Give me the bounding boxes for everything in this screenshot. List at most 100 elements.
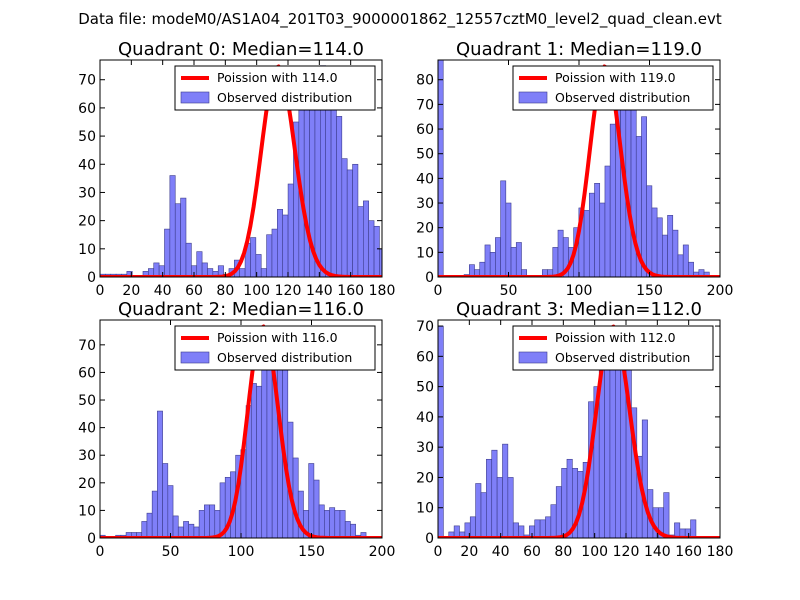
quadrant-1-panel: 0 50 100 150 200 0 10 20 30 40 50 60 70 80 Quadrant 1:…: [416, 39, 733, 299]
quadrant-3-ytick-label: 20: [416, 470, 434, 486]
quadrant-0-xtick-label: 20: [122, 283, 140, 299]
quadrant-1-bar: [672, 229, 679, 277]
quadrant-0-bar: [260, 268, 267, 277]
quadrant-3-ytick-label: 10: [416, 501, 434, 517]
quadrant-3-xtick-label: 160: [675, 544, 702, 560]
quadrant-2-xtick-label: 150: [298, 544, 325, 560]
quadrant-2-bar: [292, 457, 299, 538]
quadrant-1-bar: [599, 202, 606, 277]
quadrant-3-bar: [641, 419, 648, 538]
quadrant-0-bar: [282, 214, 289, 277]
quadrant-1-ytick-label: 0: [425, 270, 434, 286]
quadrant-3-bar: [550, 504, 557, 538]
quadrant-2-bar: [151, 490, 158, 538]
quadrant-2-title: Quadrant 2: Median=116.0: [118, 299, 364, 320]
quadrant-1-ytick-label: 80: [416, 73, 434, 89]
quadrant-2-bar: [141, 521, 148, 538]
quadrant-1-legend-bar-swatch: [518, 91, 548, 104]
quadrant-2-bar: [313, 479, 320, 538]
quadrant-0-xtick-label: 60: [185, 283, 203, 299]
quadrant-0-xtick-label: 160: [337, 283, 364, 299]
quadrant-0-xtick-label: 100: [243, 283, 270, 299]
quadrant-0-bar: [277, 209, 284, 277]
quadrant-1-ytick-label: 10: [416, 245, 434, 261]
quadrant-2-bar: [256, 385, 263, 538]
quadrant-2-bar: [204, 504, 210, 538]
quadrant-3-bar: [545, 516, 552, 538]
quadrant-0-title: Quadrant 0: Median=114.0: [118, 39, 364, 60]
quadrant-1-bar: [609, 123, 616, 277]
quadrant-0-bar: [126, 271, 133, 277]
quadrant-0-xtick-label: 180: [369, 283, 396, 299]
quadrant-2-bar: [146, 512, 153, 538]
quadrant-1-bar: [604, 165, 611, 277]
quadrant-2-bar: [329, 507, 336, 538]
quadrant-1-bar: [500, 180, 507, 277]
quadrant-1-bar: [651, 207, 658, 277]
quadrant-0-xtick-label: 120: [275, 283, 302, 299]
quadrant-3-bar: [539, 519, 546, 538]
quadrant-0-bar: [271, 228, 278, 277]
quadrant-3-bar: [486, 458, 493, 538]
quadrant-0-bar: [373, 225, 380, 277]
quadrant-0-legend-label-observed: Observed distribution: [217, 90, 352, 105]
quadrant-0-bar: [185, 242, 192, 277]
quadrant-1-ytick-label: 70: [416, 97, 434, 113]
quadrant-1-title: Quadrant 1: Median=119.0: [456, 39, 702, 60]
quadrant-1-bar: [641, 116, 647, 277]
quadrant-2-xtick-label: 50: [162, 544, 180, 560]
quadrant-1-xtick-label: 50: [500, 283, 518, 299]
quadrant-2-bar: [308, 463, 315, 538]
quadrant-1-bar: [646, 185, 653, 277]
quadrant-0-legend: Poission with 114.0 Observed distribution: [174, 65, 376, 111]
quadrant-1-bar: [662, 234, 668, 277]
quadrant-3-title: Quadrant 3: Median=112.0: [456, 299, 702, 320]
quadrant-3-ytick-label: 0: [425, 531, 434, 547]
quadrant-2-bar: [157, 410, 163, 538]
quadrant-0-bar: [266, 234, 273, 277]
quadrant-0-bar: [357, 206, 364, 277]
quadrant-3-ytick-label: 50: [416, 380, 434, 396]
quadrant-1-legend-label-observed: Observed distribution: [555, 90, 690, 105]
quadrant-0-xtick-label: 40: [154, 283, 172, 299]
quadrant-3-bar: [496, 477, 503, 538]
quadrant-1-xtick-label: 0: [434, 283, 443, 299]
quadrant-2-bar: [172, 515, 179, 538]
quadrant-0-xtick-label: 80: [216, 283, 234, 299]
quadrant-3-plot-area: [438, 324, 720, 538]
quadrant-2-bar: [250, 383, 257, 538]
quadrant-1-bar: [515, 242, 522, 277]
quadrant-0-ytick-label: 50: [78, 129, 96, 145]
quadrant-2-bar: [266, 358, 273, 538]
quadrant-3-xtick-label: 0: [434, 544, 443, 560]
quadrant-0-ytick-label: 70: [78, 73, 96, 89]
quadrant-1-xtick-label: 100: [566, 283, 593, 299]
quadrant-2-ytick-label: 0: [87, 531, 96, 547]
quadrant-0-bar: [379, 248, 382, 277]
quadrant-0-bar: [164, 228, 171, 277]
quadrant-2-bar: [350, 523, 356, 538]
quadrant-2-ytick-label: 10: [78, 503, 96, 519]
quadrant-1-bar: [588, 192, 595, 277]
quadrant-3-xtick-label: 80: [554, 544, 572, 560]
quadrant-2-bar: [344, 521, 351, 538]
quadrant-3-bar: [507, 477, 514, 538]
quadrant-3-xtick-label: 100: [581, 544, 608, 560]
quadrant-2-bar: [324, 510, 330, 538]
quadrant-3-legend-label-poisson: Poission with 112.0: [555, 330, 676, 345]
quadrant-1-ytick-label: 60: [416, 122, 434, 138]
quadrant-2-plot-area: [100, 324, 382, 538]
quadrant-0-ytick-label: 10: [78, 242, 96, 258]
quadrant-3-bar: [561, 468, 568, 538]
quadrant-2-legend-label-observed: Observed distribution: [217, 350, 352, 365]
quadrant-1-bar: [594, 182, 601, 277]
quadrant-2-xtick-label: 200: [369, 544, 396, 560]
quadrant-3-poisson-curve: [438, 324, 720, 538]
quadrant-3-xtick-label: 60: [523, 544, 541, 560]
quadrant-1-bar: [495, 237, 501, 277]
quadrant-2-legend-bar-swatch: [180, 351, 210, 364]
quadrant-1-bar: [630, 109, 637, 277]
quadrant-0-bar: [363, 200, 369, 277]
quadrant-0-bar: [239, 268, 246, 277]
quadrant-1-legend: Poission with 119.0 Observed distribution: [512, 65, 714, 111]
